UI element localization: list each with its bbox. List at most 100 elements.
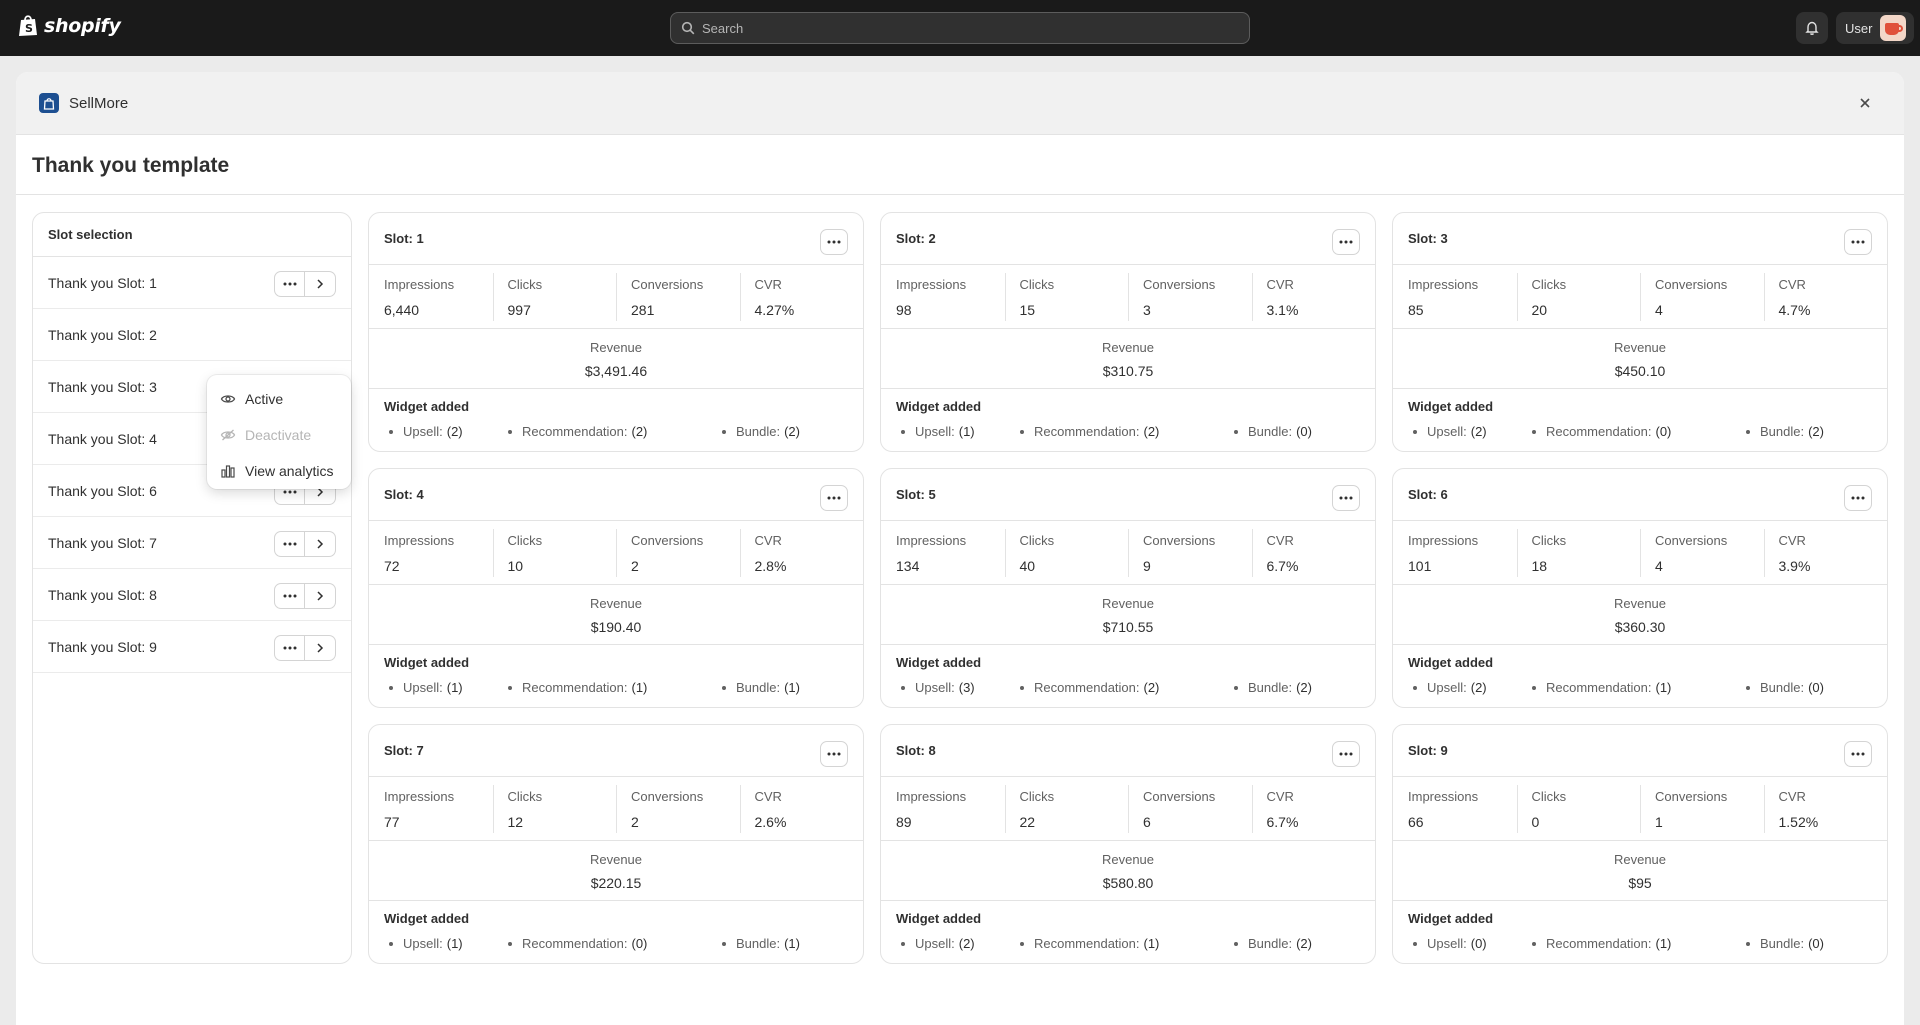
bundle-widget-count: Bundle: (2) — [1746, 424, 1866, 439]
card-more-button[interactable] — [1332, 485, 1360, 511]
widget-count: (3) — [958, 680, 975, 695]
close-icon — [1860, 98, 1870, 108]
card-header: Slot: 9 — [1393, 725, 1887, 777]
user-menu-button[interactable]: User — [1836, 12, 1914, 44]
slot-item-actions — [274, 531, 336, 557]
bundle-widget-count: Bundle: (1) — [722, 936, 842, 951]
stat-label: Impressions — [1408, 533, 1479, 548]
revenue-value: $580.80 — [1102, 875, 1154, 891]
card-more-button[interactable] — [820, 485, 848, 511]
stat-label: CVR — [1778, 533, 1806, 548]
close-button[interactable] — [1856, 94, 1874, 112]
card-more-button[interactable] — [820, 741, 848, 767]
card-title: Slot: 8 — [896, 743, 936, 758]
slot-open-button[interactable] — [305, 531, 336, 557]
stat-value: 2.8% — [754, 558, 787, 574]
card-more-button[interactable] — [1332, 741, 1360, 767]
slot-list-item[interactable]: Thank you Slot: 7 — [33, 517, 351, 569]
conversions-stat: Conversions 1 — [1640, 777, 1764, 840]
card-header: Slot: 3 — [1393, 213, 1887, 265]
search-input[interactable] — [702, 20, 1222, 36]
stat-value: 40 — [1019, 558, 1036, 574]
card-revenue: Revenue $3,491.46 — [369, 329, 863, 389]
slot-open-button[interactable] — [305, 635, 336, 661]
card-more-button[interactable] — [820, 229, 848, 255]
recommendation-widget-count: Recommendation: (1) — [508, 680, 722, 695]
slot-item-actions — [274, 271, 336, 297]
widget-count: (1) — [446, 680, 463, 695]
widget-added-heading: Widget added — [896, 911, 982, 926]
slot-more-button[interactable] — [274, 271, 305, 297]
revenue-label: Revenue — [1101, 340, 1155, 355]
bundle-widget-count: Bundle: (0) — [1746, 936, 1866, 951]
stat-label: Conversions — [631, 533, 704, 548]
widget-count: (2) — [1296, 936, 1312, 951]
slot-item-actions — [274, 635, 336, 661]
upsell-widget-count: Upsell: (2) — [389, 424, 508, 439]
cvr-stat: CVR 4.7% — [1763, 265, 1888, 328]
card-header: Slot: 4 — [369, 469, 863, 521]
slot-open-button[interactable] — [305, 583, 336, 609]
menu-item-active[interactable]: Active — [213, 381, 345, 417]
card-more-button[interactable] — [1844, 741, 1872, 767]
stat-value: 6 — [1143, 814, 1151, 830]
widget-label: Upsell: — [1427, 936, 1467, 951]
card-more-button[interactable] — [1332, 229, 1360, 255]
search-bar[interactable] — [670, 12, 1250, 44]
card-header: Slot: 2 — [881, 213, 1375, 265]
card-more-button[interactable] — [1844, 485, 1872, 511]
slot-more-button[interactable] — [274, 531, 305, 557]
card-revenue: Revenue $710.55 — [881, 585, 1375, 645]
recommendation-widget-count: Recommendation: (2) — [508, 424, 722, 439]
card-stats: Impressions 6,440 Clicks 997 Conversions 281 C… — [369, 265, 863, 329]
stat-value: 10 — [507, 558, 524, 574]
widget-count: (1) — [958, 424, 975, 439]
slot-list-item[interactable]: Thank you Slot: 3 — [33, 361, 351, 413]
stat-value: 20 — [1531, 302, 1548, 318]
revenue-label: Revenue — [589, 340, 643, 355]
widget-label: Bundle: — [736, 680, 781, 695]
upsell-widget-count: Upsell: (1) — [901, 424, 1020, 439]
impressions-stat: Impressions 89 — [881, 777, 1005, 840]
shopify-logo[interactable]: S shopify — [18, 14, 121, 37]
cvr-stat: CVR 4.27% — [739, 265, 864, 328]
slot-more-button[interactable] — [274, 583, 305, 609]
slot-list-item[interactable]: Thank you Slot: 2 — [33, 309, 351, 361]
notifications-button[interactable] — [1796, 12, 1828, 44]
menu-item-view-analytics[interactable]: View analytics — [213, 453, 345, 489]
stat-value: 72 — [384, 558, 400, 574]
slot-more-button[interactable] — [274, 635, 305, 661]
widget-label: Upsell: — [403, 424, 443, 439]
conversions-stat: Conversions 2 — [616, 521, 740, 584]
widget-count: (0) — [1808, 680, 1824, 695]
slot-list-item[interactable]: Thank you Slot: 8 — [33, 569, 351, 621]
slot-card: Slot: 5 Impressions 134 Clicks 40 Conversions… — [880, 468, 1376, 708]
slot-open-button[interactable] — [305, 271, 336, 297]
stat-label: Impressions — [384, 789, 455, 804]
card-title: Slot: 9 — [1408, 743, 1448, 758]
card-stats: Impressions 77 Clicks 12 Conversions 2 CVR 2.6% — [369, 777, 863, 841]
clicks-stat: Clicks 18 — [1516, 521, 1641, 584]
widget-label: Bundle: — [1760, 936, 1805, 951]
card-more-button[interactable] — [1844, 229, 1872, 255]
widget-counts: Upsell: (1) Recommendation: (1) Bundle: (1) — [369, 670, 863, 695]
more-horizontal-icon — [827, 752, 841, 756]
stat-label: CVR — [754, 277, 782, 292]
slot-item-actions — [274, 583, 336, 609]
slot-card: Slot: 9 Impressions 66 Clicks 0 Conversions 1 C… — [1392, 724, 1888, 964]
stat-label: Clicks — [1531, 789, 1567, 804]
clicks-stat: Clicks 20 — [1516, 265, 1641, 328]
menu-item-deactivate: Deactivate — [213, 417, 345, 453]
stat-label: Impressions — [384, 533, 455, 548]
widget-counts: Upsell: (2) Recommendation: (1) Bundle: (0) — [1393, 670, 1887, 695]
card-header: Slot: 6 — [1393, 469, 1887, 521]
card-header: Slot: 5 — [881, 469, 1375, 521]
slot-list-item[interactable]: Thank you Slot: 1 — [33, 257, 351, 309]
stat-value: 2 — [631, 814, 639, 830]
widget-label: Recommendation: — [522, 424, 628, 439]
card-stats: Impressions 89 Clicks 22 Conversions 6 CVR 6.7% — [881, 777, 1375, 841]
widget-counts: Upsell: (1) Recommendation: (0) Bundle: (1) — [369, 926, 863, 951]
slot-list-item[interactable]: Thank you Slot: 9 — [33, 621, 351, 673]
card-revenue: Revenue $95 — [1393, 841, 1887, 901]
brand-wordmark: shopify — [44, 14, 121, 37]
